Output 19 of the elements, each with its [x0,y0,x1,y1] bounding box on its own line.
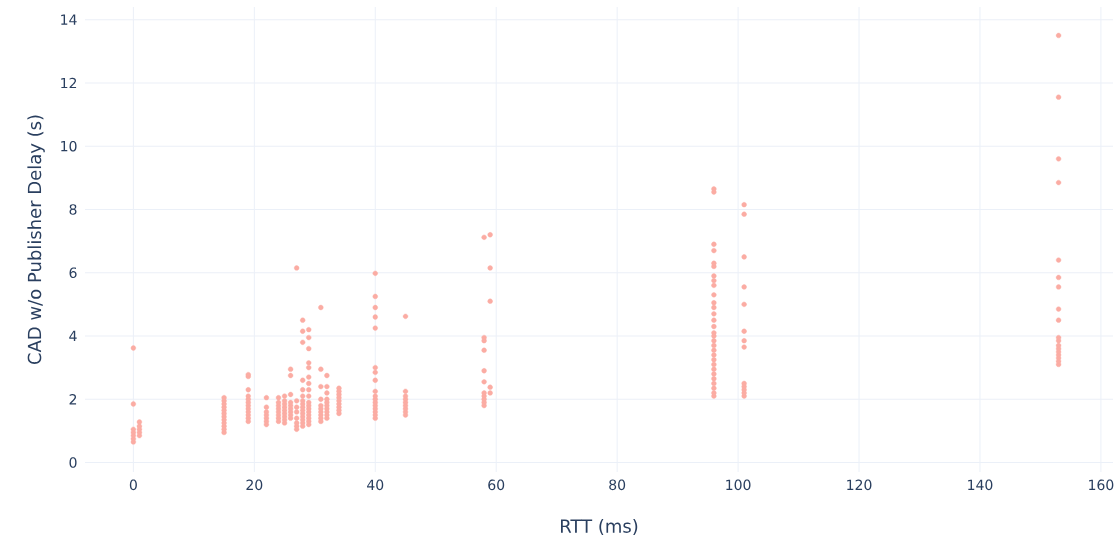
x-tick-label: 20 [246,479,263,491]
x-tick-label: 160 [1089,479,1114,491]
x-tick-label: 60 [488,479,505,491]
x-tick-label: 120 [847,479,872,491]
y-tick-label: 4 [69,330,77,342]
y-tick-label: 8 [69,204,77,215]
x-tick-label: 140 [968,479,993,491]
y-tick-label: 2 [69,394,77,405]
y-axis-title: CAD w/o Publisher Delay (s) [27,115,45,365]
y-tick-label: 0 [69,457,77,468]
x-tick-label: 80 [609,479,626,491]
x-tick-label: 0 [129,479,137,491]
y-tick-label: 6 [69,267,77,279]
y-tick-label: 14 [61,14,77,25]
x-axis-title: RTT (ms) [561,518,638,536]
x-tick-label: 40 [367,479,384,491]
x-tick-label: 100 [726,479,751,491]
y-tick-label: 10 [61,140,77,152]
y-tick-label: 12 [61,77,77,89]
